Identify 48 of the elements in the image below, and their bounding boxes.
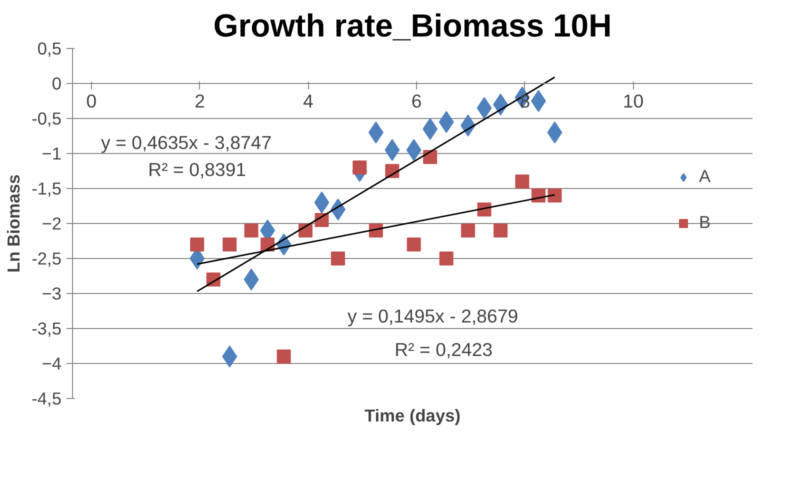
y-tick-label: −2	[42, 214, 62, 234]
annotation: R² = 0,2423	[394, 339, 493, 360]
y-tick-label: −4	[42, 354, 62, 374]
x-tick-label: 6	[411, 90, 422, 112]
point	[222, 238, 237, 252]
y-axis-title: Ln Biomass	[4, 174, 24, 273]
y-tick-label: -2,5	[32, 248, 62, 268]
point	[276, 350, 291, 364]
point	[190, 238, 204, 252]
point	[530, 90, 546, 112]
point	[314, 192, 330, 214]
point	[422, 118, 438, 140]
point	[515, 174, 530, 188]
annotation: y = 0,1495x - 2,8679	[348, 305, 518, 326]
point	[406, 238, 421, 252]
point	[438, 111, 454, 133]
point	[476, 97, 492, 119]
point	[548, 188, 562, 202]
point	[423, 150, 438, 164]
legend-label: A	[699, 166, 712, 187]
y-tick-label: -3,5	[32, 318, 62, 338]
x-axis-title: Time (days)	[364, 406, 460, 426]
y-tick-label: −1	[42, 144, 62, 164]
y-tick-label: 0	[52, 74, 62, 94]
x-tick-label: 2	[194, 90, 206, 112]
point	[331, 252, 345, 266]
chart-title: Growth rate_Biomass 10H	[213, 8, 612, 44]
point	[494, 224, 508, 238]
point	[493, 94, 508, 116]
x-tick-label: 10	[622, 90, 644, 112]
annotation: y = 0,4635x - 3,8747	[100, 132, 272, 153]
point	[384, 139, 400, 161]
x-tick-label: 0	[86, 90, 97, 112]
annotation: R² = 0,8391	[148, 159, 246, 180]
point	[547, 122, 562, 144]
x-tick-label: 4	[303, 90, 314, 112]
y-tick-label: -1,5	[32, 178, 62, 198]
point	[368, 122, 384, 144]
point	[244, 224, 258, 238]
point	[244, 268, 259, 290]
y-tick-label: 0,5	[37, 38, 62, 58]
y-tick-label: −3	[42, 284, 62, 304]
y-tick-label: -4,5	[32, 388, 62, 408]
y-tick-label: -0,5	[32, 108, 62, 128]
point	[439, 252, 454, 266]
point	[406, 139, 422, 161]
point	[222, 346, 238, 368]
point	[461, 224, 476, 238]
